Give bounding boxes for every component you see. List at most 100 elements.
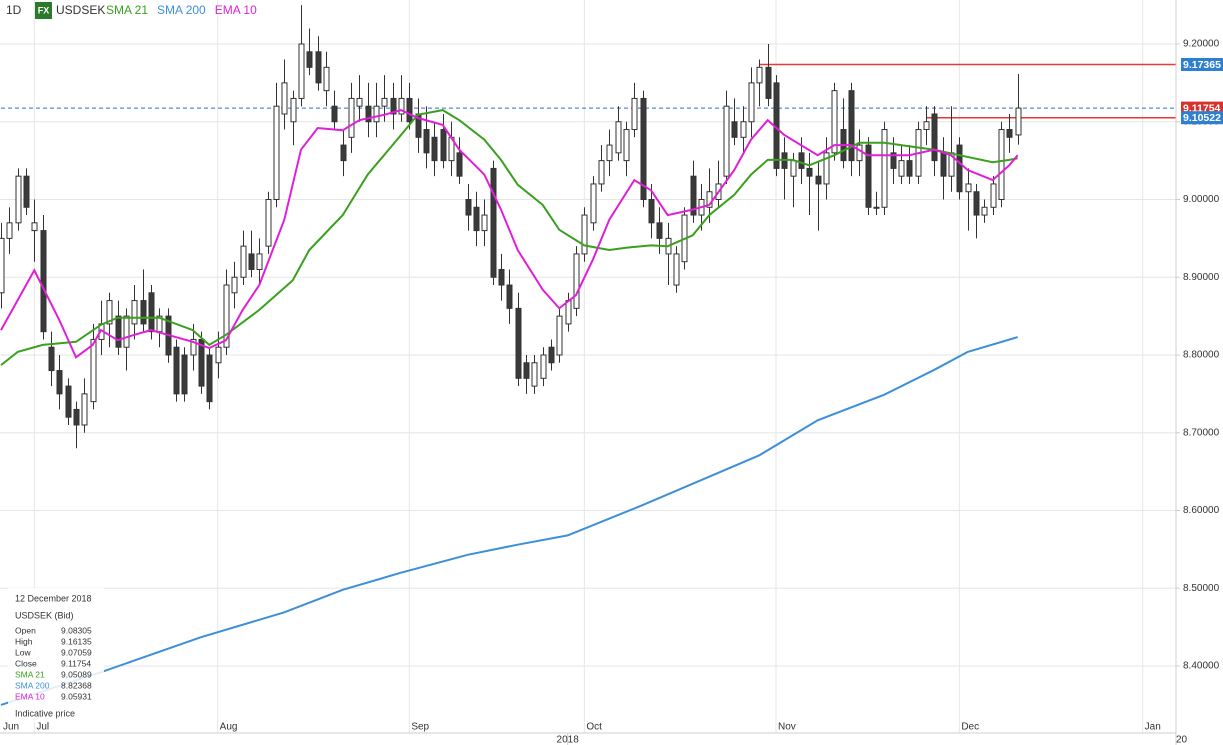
candle-body xyxy=(531,362,538,387)
candle-body xyxy=(356,97,363,107)
candle-body xyxy=(873,206,880,209)
info-value: 8.82368 xyxy=(61,680,92,690)
candle-body xyxy=(931,113,938,162)
candle-body xyxy=(515,307,522,379)
price-badge-label: 9.17365 xyxy=(1183,59,1221,71)
candle-body xyxy=(0,237,5,294)
candle-body xyxy=(498,268,505,286)
candle-body xyxy=(831,90,838,154)
fx-icon xyxy=(35,2,52,19)
fx-icon-label: FX xyxy=(38,5,50,15)
info-date: 12 December 2018 xyxy=(15,593,92,603)
candle-body xyxy=(240,245,247,278)
candle-body xyxy=(615,121,622,154)
candle-body xyxy=(48,346,55,372)
candle-body xyxy=(606,144,613,162)
candle-body xyxy=(215,346,222,364)
candle-body xyxy=(506,284,513,309)
candle-body xyxy=(140,300,147,325)
candle-body xyxy=(490,167,497,278)
candle-body xyxy=(373,105,380,123)
candle-body xyxy=(106,300,113,325)
info-panel: 12 December 2018 USDSEK (Bid) Indicative… xyxy=(8,588,104,722)
candle-body xyxy=(56,370,63,395)
candle-body xyxy=(131,300,138,325)
candle-body xyxy=(723,105,730,177)
candle-body xyxy=(981,206,988,216)
candle-body xyxy=(348,97,355,138)
y-tick-label: 8.90000 xyxy=(1183,272,1220,283)
candle-body xyxy=(1015,107,1022,136)
x-tick-label: Aug xyxy=(220,722,238,733)
candle-body xyxy=(390,97,397,115)
candle-body xyxy=(906,160,913,177)
x-tick-label: Dec xyxy=(961,722,979,733)
ma-line xyxy=(0,109,1019,359)
y-tick-label: 8.70000 xyxy=(1183,427,1220,438)
candle-body xyxy=(23,175,30,208)
info-background xyxy=(8,588,104,722)
candle-body xyxy=(731,121,738,138)
candle-body xyxy=(548,346,555,364)
candle-body xyxy=(40,230,47,333)
x-tick-label: Jul xyxy=(36,722,49,733)
candle-body xyxy=(656,222,663,239)
candle-body xyxy=(998,129,1005,201)
candle-body xyxy=(190,338,197,356)
candle-body xyxy=(315,51,322,84)
candle-body xyxy=(790,160,797,177)
candle-body xyxy=(423,129,430,154)
info-label: SMA 200 xyxy=(15,680,50,690)
candle-body xyxy=(231,276,238,294)
y-tick-label: 8.50000 xyxy=(1183,583,1220,594)
candle-body xyxy=(690,175,697,216)
legend-entry: SMA 200 xyxy=(157,3,206,17)
legend-entry: SMA 21 xyxy=(106,3,148,17)
candle-body xyxy=(1006,129,1013,138)
candle-body xyxy=(65,385,72,418)
candle-body xyxy=(123,315,130,348)
candle-body xyxy=(765,66,772,99)
candle-body xyxy=(381,97,388,107)
candle-body xyxy=(223,284,230,348)
candle-body xyxy=(206,354,213,403)
candle-body xyxy=(115,315,122,348)
candle-body xyxy=(865,144,872,208)
candle-body xyxy=(973,191,980,216)
symbol: USDSEK xyxy=(56,3,105,17)
legend-entry: EMA 10 xyxy=(215,3,257,17)
candle-body xyxy=(290,97,297,123)
candle-body xyxy=(990,183,997,208)
info-footer: Indicative price xyxy=(15,708,75,718)
candle-body xyxy=(6,222,13,239)
candle-body xyxy=(281,82,288,115)
candle-body xyxy=(848,90,855,162)
candle-body xyxy=(248,253,255,270)
candle-body xyxy=(898,160,905,177)
candle-body xyxy=(298,43,305,99)
price-badge-label: 9.10522 xyxy=(1183,112,1221,124)
candle-body xyxy=(198,338,205,387)
price-badge xyxy=(1181,111,1223,125)
info-title: USDSEK (Bid) xyxy=(15,610,74,620)
candle-body xyxy=(631,97,638,131)
y-tick-label: 8.80000 xyxy=(1183,350,1220,361)
candle-body xyxy=(73,408,80,426)
info-label: EMA 10 xyxy=(15,691,45,701)
candle-body xyxy=(398,97,405,115)
candle-body xyxy=(15,175,22,224)
candle-body xyxy=(406,97,413,123)
info-label: SMA 21 xyxy=(15,669,45,679)
candle-body xyxy=(748,82,755,123)
info-value: 9.16135 xyxy=(61,636,92,646)
candle-body xyxy=(181,354,188,395)
candle-body xyxy=(573,253,580,309)
candle-body xyxy=(81,393,88,426)
y-tick-label: 8.40000 xyxy=(1183,661,1220,672)
x-tick-label: Sep xyxy=(411,722,429,733)
candle-body xyxy=(31,222,38,232)
candle-body xyxy=(890,152,897,169)
candle-body xyxy=(173,346,180,395)
candle-body xyxy=(648,199,655,224)
